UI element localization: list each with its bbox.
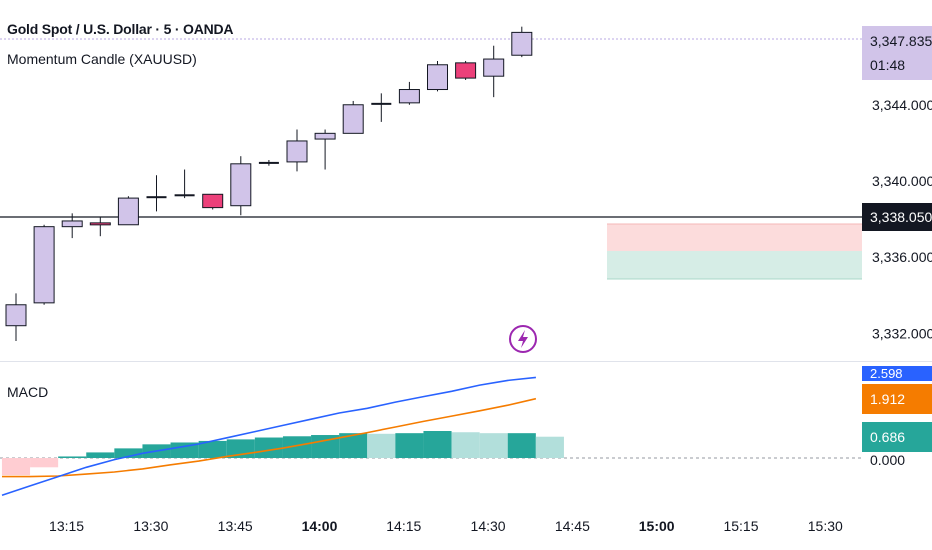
candle-1410[interactable] [371, 93, 392, 122]
candle-body [511, 31, 533, 56]
candle-1405[interactable] [342, 100, 364, 134]
crosshair-price-badge: 3,338.050 [862, 203, 932, 231]
candle-1320[interactable] [89, 217, 111, 237]
candle-1335[interactable] [174, 169, 195, 199]
candle-1355[interactable] [286, 129, 308, 172]
candle-body [174, 194, 195, 197]
candles-layer [5, 26, 533, 341]
price-tick-label: 3,336.000 [872, 249, 932, 265]
candle-body [314, 132, 336, 140]
candle-1400[interactable] [314, 129, 336, 170]
candle-1430[interactable] [483, 45, 505, 98]
candle-1350[interactable] [258, 160, 279, 166]
price-tick-label: 3,332.000 [872, 325, 932, 341]
chart-title: Gold Spot / U.S. Dollar · 5 · OANDA [7, 21, 234, 37]
signal-line [2, 397, 537, 478]
candle-1306[interactable] [5, 293, 27, 341]
lightning-icon[interactable] [509, 325, 537, 353]
time-tick-label: 14:15 [386, 518, 421, 534]
histogram-bar [170, 442, 199, 458]
histogram-bar [367, 433, 396, 458]
candle-1420[interactable] [427, 60, 448, 92]
candle-1435[interactable] [511, 26, 533, 58]
price-axis[interactable]: 3,344.000 3,340.000 3,336.000 3,332.000 [872, 97, 932, 342]
histogram-bar [423, 431, 452, 458]
candle-body [33, 226, 55, 304]
time-tick-label: 14:00 [302, 518, 338, 534]
macd-value-badge: 2.598 [862, 366, 932, 381]
countdown-label: 01:48 [870, 57, 906, 73]
histogram-bar [395, 433, 424, 458]
time-tick-label: 13:30 [133, 518, 168, 534]
candle-body [117, 197, 139, 226]
histogram-bar [254, 437, 283, 458]
candle-1310[interactable] [33, 224, 55, 305]
candle-1325[interactable] [117, 196, 139, 226]
histogram-bar [58, 456, 87, 458]
price-tick-label: 3,344.000 [872, 97, 932, 113]
candle-1330[interactable] [146, 175, 167, 212]
risk-zone[interactable] [607, 224, 862, 251]
histogram-bar [479, 433, 508, 458]
indicator-title: Momentum Candle (XAUUSD) [7, 51, 197, 67]
candle-1425[interactable] [455, 60, 477, 80]
price-tick-label: 3,340.000 [872, 173, 932, 189]
candle-1340[interactable] [202, 193, 224, 210]
histogram-bar [507, 433, 536, 458]
candle-body [398, 89, 420, 104]
time-tick-label: 13:15 [49, 518, 84, 534]
histogram-bar [114, 448, 143, 458]
macd-title: MACD [7, 384, 49, 400]
histogram-bar [282, 436, 312, 458]
histogram-bar [198, 440, 227, 458]
reward-zone[interactable] [607, 251, 862, 279]
candle-body [286, 140, 308, 163]
macd-line [1, 376, 536, 496]
candle-body [146, 196, 167, 199]
candle-body [5, 304, 27, 327]
last-price-badge: 3,347.835 01:48 [862, 26, 932, 80]
last-price-label: 3,347.835 [870, 33, 932, 49]
candle-body [61, 220, 83, 228]
time-axis[interactable]: 13:15 13:30 13:45 14:00 14:15 14:30 14:45 15:00… [49, 518, 843, 534]
signal-value-badge: 1.912 [862, 384, 932, 414]
candle-body [258, 161, 279, 164]
time-tick-label: 13:45 [218, 518, 253, 534]
candle-body [342, 104, 364, 134]
zero-value-label: 0.000 [870, 452, 906, 468]
candle-body [427, 64, 448, 91]
candle-body [89, 222, 111, 226]
histogram-bar [1, 458, 31, 476]
macd-histogram [1, 431, 564, 476]
candle-1415[interactable] [398, 81, 420, 105]
time-tick-label: 14:45 [555, 518, 590, 534]
histogram-value-badge: 0.686 [862, 422, 932, 452]
candle-body [483, 58, 505, 77]
candle-1345[interactable] [230, 156, 252, 216]
time-tick-label: 15:30 [808, 518, 843, 534]
histogram-bar [451, 432, 480, 458]
candle-body [455, 62, 477, 79]
candle-1315[interactable] [61, 213, 83, 239]
histogram-bar [30, 458, 59, 468]
macd-lines [1, 376, 537, 496]
histogram-bar [535, 436, 564, 458]
time-tick-label: 14:30 [471, 518, 506, 534]
candle-body [202, 193, 224, 209]
time-tick-label: 15:00 [639, 518, 675, 534]
candle-body [230, 163, 252, 207]
histogram-bar [311, 435, 340, 458]
histogram-bar [86, 452, 115, 458]
time-tick-label: 15:15 [723, 518, 758, 534]
candle-body [371, 102, 392, 105]
